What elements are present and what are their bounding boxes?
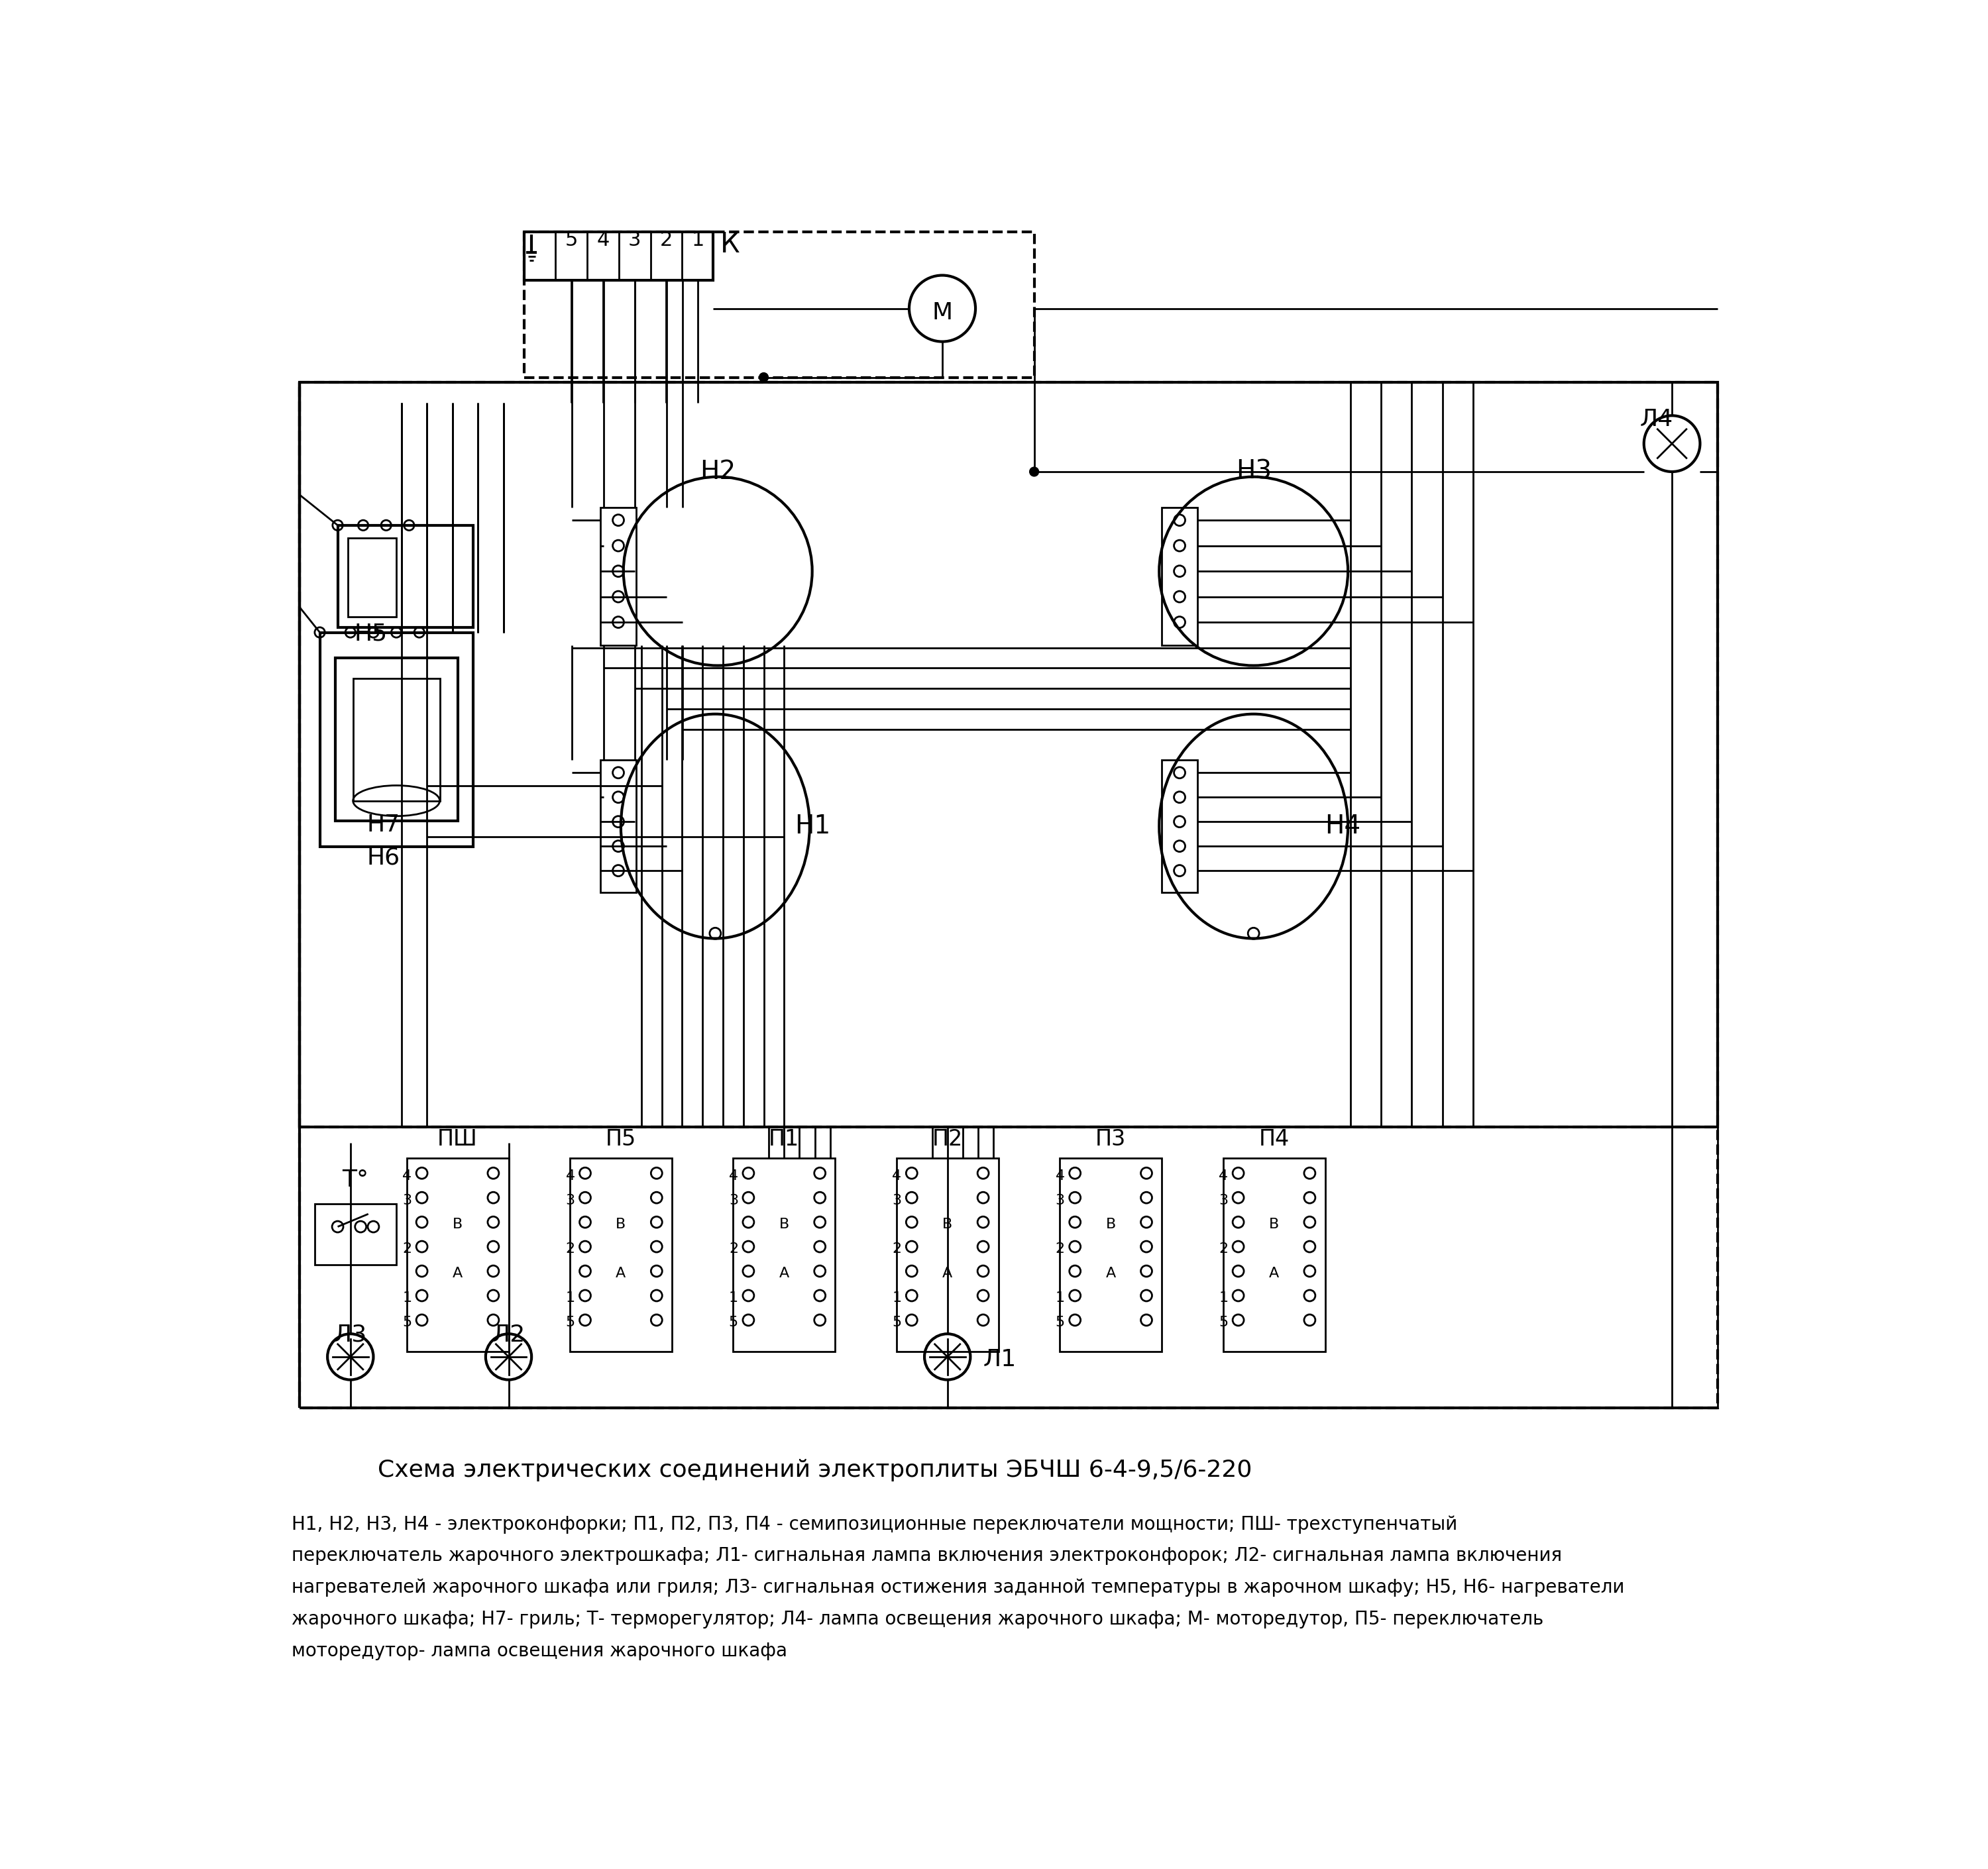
Text: ПШ: ПШ	[437, 1129, 477, 1149]
Bar	[525, 232, 1034, 378]
Text: 2: 2	[893, 1243, 901, 1256]
Text: 5: 5	[1056, 1316, 1066, 1329]
Text: 5: 5	[565, 1316, 575, 1329]
Bar	[525, 232, 712, 280]
Text: 5: 5	[893, 1316, 901, 1329]
Bar	[600, 506, 636, 645]
Text: B: B	[453, 1219, 463, 1232]
Text: Л3: Л3	[334, 1323, 368, 1346]
Bar	[1060, 1159, 1161, 1351]
Circle shape	[759, 372, 767, 381]
Text: 5: 5	[1219, 1316, 1229, 1329]
Text: 2: 2	[730, 1243, 738, 1256]
Text: 5: 5	[402, 1316, 412, 1329]
Text: П1: П1	[769, 1129, 799, 1149]
Text: 1: 1	[730, 1291, 738, 1305]
Text: A: A	[1105, 1267, 1115, 1280]
Bar	[1223, 1159, 1324, 1351]
Bar	[338, 525, 473, 628]
Bar	[406, 1159, 509, 1351]
Text: М: М	[932, 301, 952, 323]
Text: П3: П3	[1095, 1129, 1125, 1149]
Circle shape	[1030, 467, 1040, 477]
Bar	[571, 1159, 672, 1351]
Bar	[300, 383, 1718, 1407]
Text: 1: 1	[565, 1291, 575, 1305]
Text: 1: 1	[893, 1291, 901, 1305]
Text: B: B	[1268, 1219, 1278, 1232]
Bar	[320, 632, 473, 847]
Text: 4: 4	[402, 1170, 412, 1183]
Text: 5: 5	[565, 230, 579, 250]
Text: A: A	[1268, 1267, 1278, 1280]
Text: Н6: Н6	[368, 847, 400, 869]
Text: 5: 5	[730, 1316, 738, 1329]
Text: B: B	[942, 1219, 952, 1232]
Bar	[314, 1204, 396, 1265]
Text: 4: 4	[1219, 1170, 1229, 1183]
Text: A: A	[779, 1267, 789, 1280]
Text: B: B	[616, 1219, 626, 1232]
Text: 1: 1	[1056, 1291, 1066, 1305]
Text: 4: 4	[596, 230, 610, 250]
Text: Н7: Н7	[368, 813, 400, 835]
Text: 3: 3	[565, 1194, 575, 1207]
Text: 4: 4	[1056, 1170, 1066, 1183]
Text: 3: 3	[893, 1194, 901, 1207]
Text: Н5: Н5	[354, 622, 388, 645]
Bar	[348, 538, 396, 617]
Text: 2: 2	[1056, 1243, 1066, 1256]
Text: 4: 4	[730, 1170, 738, 1183]
Text: 1: 1	[1219, 1291, 1229, 1305]
Text: 3: 3	[628, 230, 640, 250]
Text: A: A	[453, 1267, 463, 1280]
Text: 4: 4	[893, 1170, 901, 1183]
Text: B: B	[779, 1219, 789, 1232]
Text: B: B	[1105, 1219, 1115, 1232]
Text: 1: 1	[402, 1291, 412, 1305]
Text: 3: 3	[402, 1194, 412, 1207]
Text: A: A	[942, 1267, 952, 1280]
Text: 2: 2	[1219, 1243, 1229, 1256]
Text: П2: П2	[932, 1129, 962, 1149]
Bar	[734, 1159, 835, 1351]
Bar	[897, 1159, 998, 1351]
Text: 3: 3	[1219, 1194, 1229, 1207]
Bar	[1161, 761, 1197, 893]
Text: 2: 2	[565, 1243, 575, 1256]
Text: К: К	[720, 230, 740, 258]
Text: жарочного шкафа; Н7- гриль; Т- терморегулятор; Л4- лампа освещения жарочного шка: жарочного шкафа; Н7- гриль; Т- терморегу…	[292, 1609, 1543, 1628]
Text: 3: 3	[1056, 1194, 1066, 1207]
Text: Н4: Н4	[1324, 813, 1362, 839]
Text: Л2: Л2	[491, 1323, 525, 1346]
Bar	[354, 678, 439, 800]
Text: Н2: Н2	[700, 460, 736, 484]
Text: П5: П5	[606, 1129, 636, 1149]
Text: Схема электрических соединений электроплиты ЭБЧШ 6-4-9,5/6-220: Схема электрических соединений электропл…	[378, 1460, 1252, 1482]
Text: Н1: Н1	[795, 813, 831, 839]
Text: Н1, Н2, Н3, Н4 - электроконфорки; П1, П2, П3, П4 - семипозиционные переключатели: Н1, Н2, Н3, Н4 - электроконфорки; П1, П2…	[292, 1516, 1457, 1533]
Text: моторедутор- лампа освещения жарочного шкафа: моторедутор- лампа освещения жарочного ш…	[292, 1641, 787, 1660]
Text: A: A	[616, 1267, 626, 1280]
Text: П4: П4	[1258, 1129, 1290, 1149]
Text: Л1: Л1	[984, 1348, 1016, 1370]
Bar	[300, 383, 1718, 1127]
Text: Н3: Н3	[1237, 460, 1272, 484]
Text: Л4: Л4	[1640, 407, 1674, 430]
Text: 2: 2	[660, 230, 672, 250]
Bar	[600, 761, 636, 893]
Text: 1: 1	[692, 230, 704, 250]
Text: переключатель жарочного электрошкафа; Л1- сигнальная лампа включения электроконф: переключатель жарочного электрошкафа; Л1…	[292, 1546, 1563, 1564]
Text: нагревателей жарочного шкафа или гриля; Л3- сигнальная остижения заданной темпер: нагревателей жарочного шкафа или гриля; …	[292, 1577, 1624, 1596]
Text: 2: 2	[402, 1243, 412, 1256]
Bar	[1161, 506, 1197, 645]
Text: Т°: Т°	[342, 1168, 370, 1191]
Text: 3: 3	[730, 1194, 738, 1207]
Bar	[336, 658, 457, 820]
Text: 4: 4	[565, 1170, 575, 1183]
